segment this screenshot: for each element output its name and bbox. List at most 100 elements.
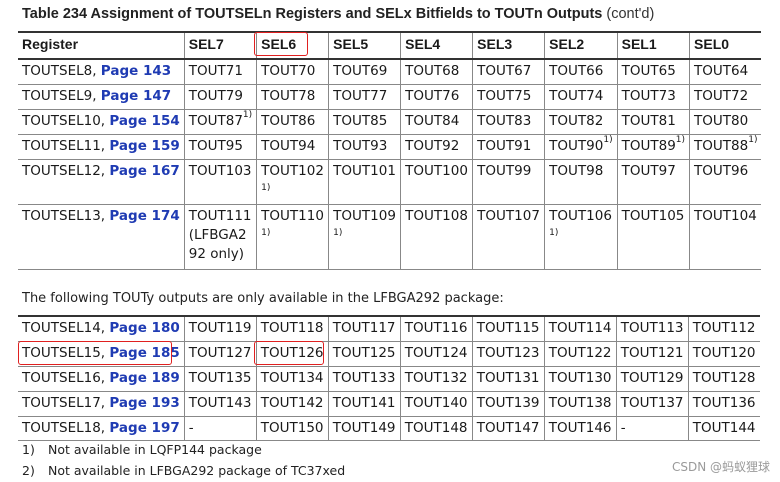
output-cell: TOUT150 <box>256 416 329 441</box>
output-value: TOUT92 <box>405 137 460 154</box>
output-value: TOUT105 <box>621 207 685 224</box>
output-value: TOUT132 <box>404 369 468 386</box>
footnote-ref: 1) <box>261 182 271 193</box>
output-value: TOUT134 <box>260 369 324 386</box>
output-cell: TOUT111 (LFBGA2 92 only) <box>184 204 258 270</box>
output-cell: TOUT78 <box>256 84 330 110</box>
header-sel4: SEL4 <box>400 31 474 60</box>
output-value: TOUT71 <box>188 63 243 79</box>
output-value: TOUT102 <box>261 162 324 179</box>
output-cell: TOUT86 <box>256 109 330 135</box>
footnote-ref: 1) <box>748 134 758 145</box>
page-link[interactable]: Page 193 <box>109 394 180 411</box>
output-cell: TOUT137 <box>616 391 689 417</box>
output-value: TOUT75 <box>477 87 532 104</box>
output-value: TOUT86 <box>261 112 316 129</box>
output-cell: TOUT118 <box>256 315 329 342</box>
output-cell: TOUT149 <box>328 416 401 441</box>
output-cell: TOUT116 <box>400 315 473 342</box>
output-cell: TOUT128 <box>688 366 760 392</box>
output-cell: TOUT146 <box>544 416 617 441</box>
output-value: TOUT131 <box>476 369 540 386</box>
register-cell: TOUTSEL8, Page 143 <box>18 59 185 85</box>
output-value: TOUT137 <box>620 394 684 411</box>
output-value: TOUT99 <box>477 162 532 179</box>
output-cell: TOUT64 <box>689 59 762 85</box>
register-name: TOUTSEL17, <box>22 394 110 411</box>
output-value: TOUT120 <box>692 344 756 361</box>
output-value: TOUT150 <box>260 419 324 436</box>
table-header-row: Register SEL7 SEL6 SEL5 SEL4 SEL3 SEL2 SEL1 SEL0 <box>18 31 762 60</box>
output-cell: TOUT76 <box>400 84 474 110</box>
output-cell: TOUT134 <box>256 366 329 392</box>
table-title-suffix: (cont'd) <box>606 6 655 22</box>
register-name: TOUTSEL9, <box>22 87 101 104</box>
page-link[interactable]: Page 143 <box>100 63 172 79</box>
output-value: TOUT73 <box>621 87 676 104</box>
page-link[interactable]: Page 147 <box>100 87 172 104</box>
output-value: TOUT147 <box>476 419 540 436</box>
output-value: TOUT115 <box>476 320 540 336</box>
table-row: TOUTSEL16, Page 189 TOUT135 TOUT134 TOUT133… <box>18 366 760 392</box>
output-cell: TOUT901) <box>544 134 618 160</box>
register-name: TOUTSEL8, <box>22 63 101 79</box>
output-value: TOUT144 <box>692 419 756 436</box>
output-cell: TOUT143 <box>184 391 257 417</box>
output-value: TOUT117 <box>332 320 396 336</box>
output-value: TOUT89 <box>621 137 676 154</box>
page-link[interactable]: Page 197 <box>109 419 180 436</box>
register-cell: TOUTSEL11, Page 159 <box>18 134 185 160</box>
output-cell: TOUT99 <box>472 159 546 205</box>
output-cell: TOUT124 <box>400 341 473 367</box>
output-value: TOUT114 <box>548 320 612 336</box>
output-cell: TOUT102 1) <box>256 159 330 205</box>
page-link[interactable]: Page 159 <box>109 137 180 154</box>
output-value: TOUT98 <box>549 162 604 179</box>
output-cell: TOUT131 <box>472 366 545 392</box>
register-cell: TOUTSEL17, Page 193 <box>18 391 185 417</box>
output-value: TOUT101 <box>333 162 396 179</box>
output-cell: TOUT114 <box>544 315 617 342</box>
output-cell: TOUT112 <box>688 315 760 342</box>
output-value: TOUT116 <box>404 320 468 336</box>
output-cell: TOUT126 <box>256 341 329 367</box>
output-cell: TOUT141 <box>328 391 401 417</box>
output-cell: TOUT85 <box>328 109 402 135</box>
table-row: TOUTSEL12, Page 167 TOUT103 TOUT102 1) TOUT1… <box>18 159 762 205</box>
output-value: TOUT126 <box>260 344 324 361</box>
register-name: TOUTSEL11, <box>22 137 110 154</box>
output-value: TOUT109 <box>333 207 396 224</box>
output-value: TOUT129 <box>620 369 684 386</box>
table-row: TOUTSEL11, Page 159 TOUT95 TOUT94 TOUT93 TOU… <box>18 134 762 160</box>
footnote-ref: 1) <box>549 227 559 238</box>
output-cell: - <box>184 416 257 441</box>
header-sel6: SEL6 <box>256 31 330 60</box>
footnote-ref: 1) <box>242 109 253 120</box>
page-link[interactable]: Page 174 <box>109 207 180 224</box>
output-cell: TOUT148 <box>400 416 473 441</box>
table-caption: Table 234 Assignment of TOUTSELn Registe… <box>22 6 654 22</box>
output-cell: TOUT103 <box>184 159 258 205</box>
output-cell: TOUT136 <box>688 391 760 417</box>
output-value: TOUT103 <box>188 162 252 179</box>
page-link[interactable]: Page 167 <box>109 162 180 179</box>
page-link[interactable]: Page 154 <box>109 112 180 129</box>
output-value: TOUT149 <box>332 419 396 436</box>
page-link[interactable]: Page 180 <box>109 320 180 336</box>
output-cell: TOUT84 <box>400 109 474 135</box>
page-link[interactable]: Page 189 <box>109 369 180 386</box>
output-value: TOUT94 <box>261 137 316 154</box>
output-cell: TOUT120 <box>688 341 760 367</box>
output-cell: TOUT74 <box>544 84 618 110</box>
output-value: TOUT96 <box>694 162 749 179</box>
output-value: - <box>188 419 194 436</box>
output-cell: TOUT122 <box>544 341 617 367</box>
register-name: TOUTSEL18, <box>22 419 110 436</box>
footnote-1: 1) Not available in LQFP144 package <box>22 442 262 457</box>
output-cell: TOUT129 <box>616 366 689 392</box>
page-link[interactable]: Page 185 <box>109 344 180 361</box>
header-sel7: SEL7 <box>184 31 258 60</box>
output-cell: TOUT105 <box>617 204 691 270</box>
output-value: TOUT100 <box>405 162 468 179</box>
output-value: TOUT112 <box>692 320 756 336</box>
